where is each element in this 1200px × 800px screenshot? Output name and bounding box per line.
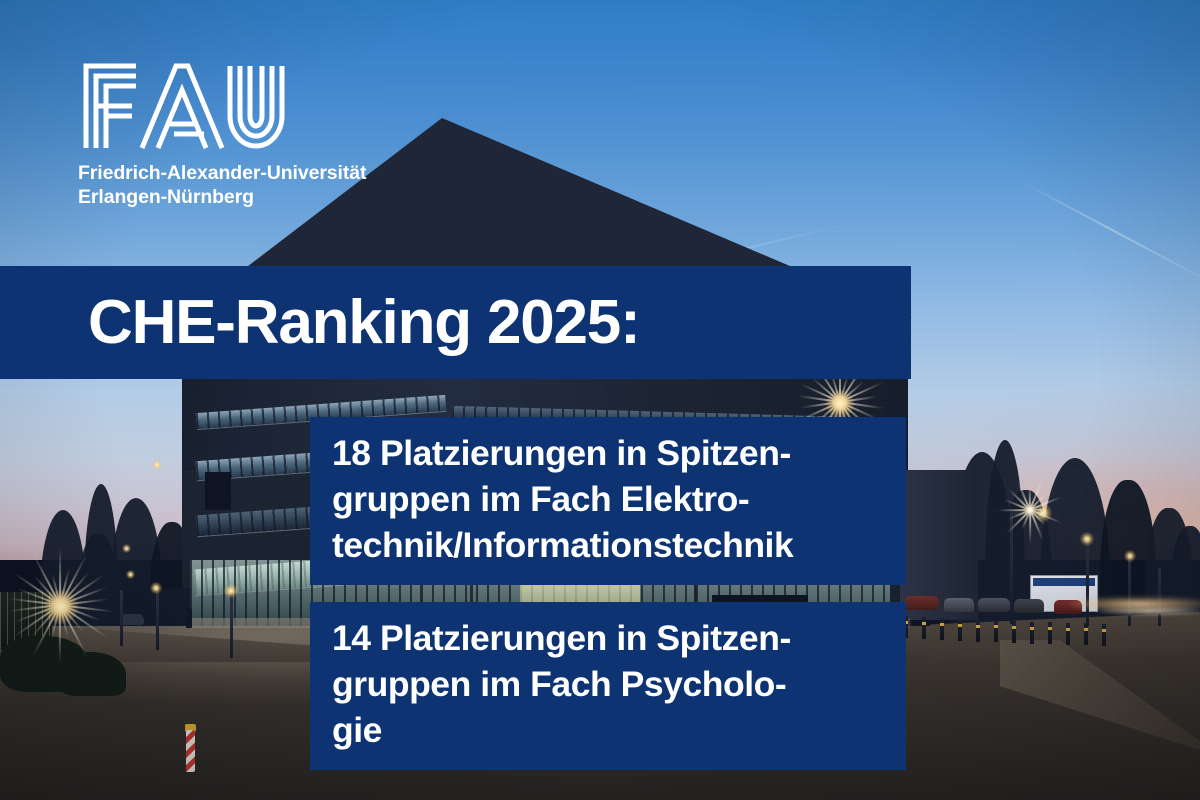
traffic-post-cap <box>185 724 196 732</box>
building-facade-light <box>126 570 135 579</box>
fau-logo: Friedrich-Alexander-Universität Erlangen… <box>78 62 408 210</box>
vehicle-light-trail <box>1100 606 1200 616</box>
title-banner: CHE-Ranking 2025: <box>0 266 911 379</box>
statement-text: 18 Platzierungen in Spitzen- gruppen im … <box>332 433 794 565</box>
pedestrian-silhouette <box>186 608 192 628</box>
fau-wordmark: Friedrich-Alexander-Universität Erlangen… <box>78 162 367 208</box>
statement-text: 14 Platzierungen in Spitzen- gruppen im … <box>332 618 791 750</box>
lamp-glow-bright <box>44 590 78 624</box>
lamp-glow <box>122 544 131 553</box>
lamp-glow <box>1034 504 1052 522</box>
lamp-glow-bright <box>826 390 854 418</box>
lamp-glow <box>1124 550 1136 562</box>
fau-logo-mark <box>83 63 285 149</box>
statement-box-elektrotechnik: 18 Platzierungen in Spitzen- gruppen im … <box>310 417 906 585</box>
lamp-glow <box>150 582 162 594</box>
background-building-right <box>900 470 978 620</box>
lamp-glow <box>1080 532 1094 546</box>
lamp-glow <box>152 460 162 470</box>
page-title: CHE-Ranking 2025: <box>88 287 641 357</box>
statement-box-psychologie: 14 Platzierungen in Spitzen- gruppen im … <box>310 602 906 770</box>
traffic-post <box>186 730 195 772</box>
lamp-glow <box>224 584 238 598</box>
